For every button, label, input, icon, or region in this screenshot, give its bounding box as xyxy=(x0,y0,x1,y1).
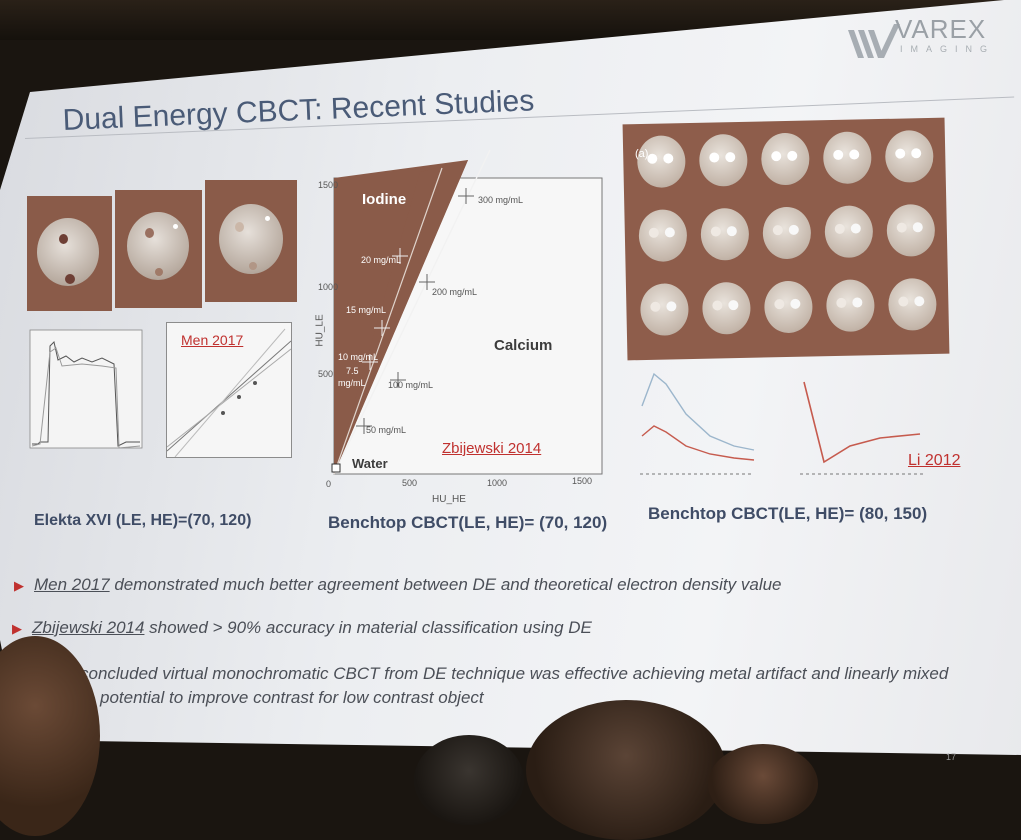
phantom-image-2 xyxy=(115,190,202,308)
bullet-2-ref: Zbijewski 2014 xyxy=(32,618,145,637)
phantom-image-3 xyxy=(205,180,297,302)
y-tick-500: 500 xyxy=(318,369,334,379)
grid-phantom xyxy=(824,205,874,259)
grid-phantom xyxy=(760,132,810,186)
y-tick-1500: 1500 xyxy=(318,180,339,190)
bullet-3: concluded virtual monochromatic CBCT fro… xyxy=(80,664,948,684)
x-tick-1500: 1500 xyxy=(572,476,593,486)
audience-head-mid xyxy=(414,735,524,825)
phantom-image-1 xyxy=(27,196,112,311)
left-caption: Elekta XVI (LE, HE)=(70, 120) xyxy=(34,512,252,529)
bullet-1-text: demonstrated much better agreement betwe… xyxy=(109,575,782,594)
y-tick-1000: 1000 xyxy=(318,282,339,292)
grid-phantom xyxy=(638,209,688,263)
label-iodine: Iodine xyxy=(362,191,407,208)
label-i20: 20 mg/mL xyxy=(361,255,402,265)
grid-phantom xyxy=(825,279,875,333)
label-i10: 10 mg/mL xyxy=(338,352,379,362)
logo-sub: IMAGING xyxy=(900,44,996,54)
label-100: 100 mg/mL xyxy=(388,380,434,390)
x-axis-label: HU_HE xyxy=(432,494,466,505)
grid-phantom xyxy=(763,280,813,334)
material-decomposition-plot xyxy=(330,148,604,478)
bullet-2: ▶ Zbijewski 2014 showed > 90% accuracy in… xyxy=(12,618,592,637)
zbijewski-ref: Zbijewski 2014 xyxy=(442,440,542,457)
bullet-1: ▶ Men 2017 demonstrated much better agree… xyxy=(14,575,782,594)
grid-phantom xyxy=(700,207,750,261)
label-calcium: Calcium xyxy=(494,337,553,354)
label-i15: 15 mg/mL xyxy=(346,305,387,315)
grid-phantom xyxy=(887,277,937,331)
bullet-4: potential to improve contrast for low co… xyxy=(100,688,484,708)
grid-phantom xyxy=(762,206,812,260)
varex-logo-icon xyxy=(848,24,900,58)
x-tick-0: 0 xyxy=(326,479,332,489)
label-water: Water xyxy=(352,456,388,471)
grid-phantom xyxy=(886,203,936,257)
li-2012-plot-ref: Li 2012 xyxy=(908,452,961,469)
grid-phantom xyxy=(701,281,751,335)
label-50: 50 mg/mL xyxy=(366,425,407,435)
page-number: 17 xyxy=(946,752,957,762)
energy-phantom-grid xyxy=(622,117,950,361)
label-200: 200 mg/mL xyxy=(432,287,478,297)
y-axis-label: HU_LE xyxy=(314,314,326,347)
grid-phantom xyxy=(698,133,748,187)
right-caption: Benchtop CBCT(LE, HE)= (80, 150) xyxy=(648,504,928,523)
grid-phantom xyxy=(822,131,872,185)
beam-hardening-plot xyxy=(780,362,930,478)
grid-phantom xyxy=(636,135,686,189)
bullet-3-text: concluded virtual monochromatic CBCT fro… xyxy=(80,664,949,683)
grid-phantom xyxy=(639,283,689,337)
profile-plot xyxy=(22,326,144,456)
bullet-1-ref: Men 2017 xyxy=(34,575,110,594)
label-i75-unit: mg/mL xyxy=(338,378,366,388)
electron-density-plot xyxy=(166,322,292,458)
x-tick-500: 500 xyxy=(402,478,418,488)
middle-caption: Benchtop CBCT(LE, HE)= (70, 120) xyxy=(328,513,608,532)
hu-vs-kev-plot xyxy=(630,366,760,478)
x-tick-1000: 1000 xyxy=(487,478,508,488)
bullet-2-text: showed > 90% accuracy in material classi… xyxy=(144,618,592,637)
audience-head-right xyxy=(708,744,818,824)
grid-label: (a) xyxy=(635,148,649,160)
men-2017-plot-ref: Men 2017 xyxy=(181,332,244,348)
grid-phantom xyxy=(884,129,934,183)
audience-head-center xyxy=(526,700,726,840)
logo-name: VAREX xyxy=(895,14,987,44)
label-300: 300 mg/mL xyxy=(478,195,524,205)
label-i75: 7.5 xyxy=(346,366,359,376)
bullet-4-text: potential to improve contrast for low co… xyxy=(100,688,484,707)
